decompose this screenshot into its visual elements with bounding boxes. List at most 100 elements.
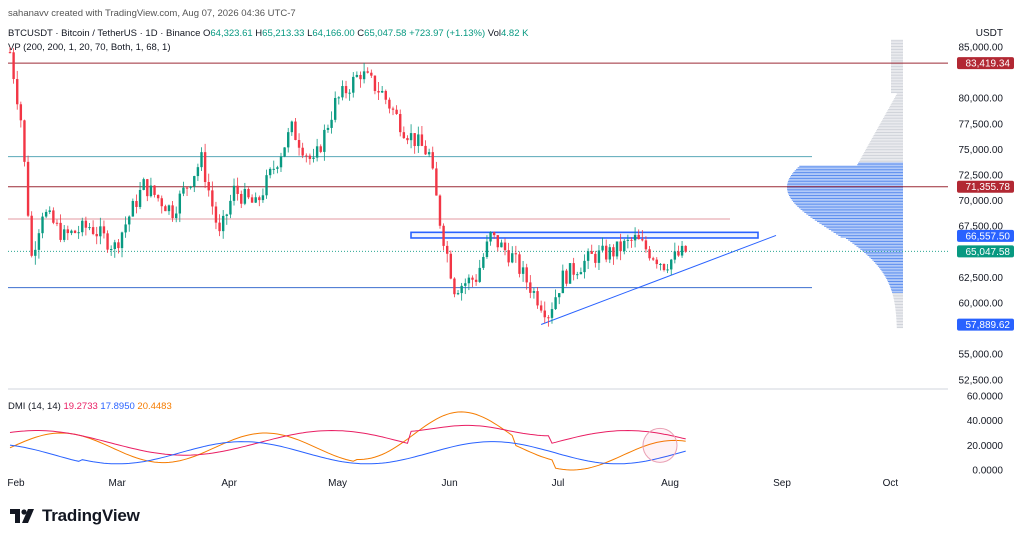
vp-legend[interactable]: VP (200, 200, 1, 20, 70, Both, 1, 68, 1) — [8, 42, 171, 53]
candle-body — [590, 251, 593, 254]
volume-profile-bar — [891, 52, 903, 54]
candle-body — [333, 97, 337, 120]
candle-body — [464, 283, 467, 286]
volume-profile-bar — [833, 231, 903, 233]
candle-body — [146, 179, 149, 197]
candle-body — [366, 71, 369, 73]
volume-profile-bar — [868, 144, 903, 146]
candle-body — [467, 277, 471, 284]
candle-body — [272, 168, 275, 170]
volume-profile-bar — [894, 304, 903, 306]
candle-body — [503, 242, 507, 251]
candle-body — [608, 247, 611, 260]
tradingview-logo[interactable]: TradingView — [10, 506, 140, 526]
volume-profile-bar — [787, 182, 903, 184]
candle-body — [294, 121, 297, 140]
volume-profile — [787, 39, 903, 329]
volume-profile-bar — [870, 141, 903, 143]
volume-profile-bar — [863, 153, 903, 155]
volume-profile-bar — [894, 300, 903, 302]
candle-body — [37, 233, 41, 250]
month-label: Mar — [109, 478, 127, 489]
candle-body — [344, 86, 348, 94]
candle-body — [117, 242, 120, 249]
volume-profile-bar — [799, 165, 903, 167]
candle-body — [377, 90, 380, 93]
candle-body — [70, 230, 73, 234]
candle-body — [485, 241, 489, 257]
volume-profile-bar — [819, 222, 903, 224]
price-axis-label: 55,000.00 — [959, 350, 1004, 361]
candle-body — [518, 254, 521, 274]
candle-body — [402, 132, 406, 139]
candle-body — [655, 259, 658, 265]
volume-profile-bar — [896, 316, 903, 318]
volume-profile-bar — [865, 253, 903, 255]
candle-body — [348, 92, 351, 94]
volume-profile-bar — [896, 327, 903, 329]
volume-profile-bar — [817, 221, 903, 223]
volume-profile-bar — [896, 317, 903, 319]
candle-body — [113, 242, 116, 250]
candle-body — [568, 263, 572, 284]
candle-body — [185, 187, 189, 189]
candle-body — [200, 152, 203, 168]
candle-body — [370, 72, 373, 76]
volume-profile-bar — [828, 228, 903, 230]
volume-profile-bar — [852, 242, 903, 244]
volume-profile-bar — [798, 207, 903, 209]
volume-profile-bar — [872, 136, 903, 138]
month-label: Jul — [552, 478, 565, 489]
volume-profile-bar — [796, 168, 903, 170]
price-axis-label: 70,000.00 — [959, 196, 1004, 207]
candle-body — [648, 249, 651, 259]
price-axis-label: 72,500.00 — [959, 171, 1004, 182]
price-axis-label: 67,500.00 — [959, 222, 1004, 233]
minus-di-value: 17.8950 — [100, 401, 135, 412]
candle-body — [641, 239, 644, 241]
volume-profile-bar — [891, 92, 903, 94]
candle-body — [500, 242, 503, 248]
candle-body — [424, 145, 427, 155]
candle-body — [539, 305, 543, 311]
month-label: Jun — [442, 478, 458, 489]
candles — [8, 46, 687, 327]
volume-profile-bar — [891, 291, 903, 293]
volume-profile-bar — [895, 95, 903, 97]
volume-profile-bar — [857, 164, 903, 166]
volume-profile-bar — [891, 73, 903, 75]
volume-profile-bar — [881, 270, 903, 272]
symbol-name[interactable]: BTCUSDT · Bitcoin / TetherUS · 1D · Bina… — [8, 28, 201, 39]
candle-body — [312, 157, 315, 159]
candle-body — [399, 114, 402, 133]
volume-profile-bar — [891, 69, 903, 71]
candle-body — [619, 241, 622, 252]
volume-profile-bar — [893, 99, 903, 101]
volume-profile-bar — [891, 70, 903, 72]
volume-profile-bar — [889, 284, 903, 286]
volume-profile-bar — [800, 208, 903, 210]
candle-body — [633, 234, 637, 241]
volume-profile-bar — [886, 112, 903, 114]
candle-body — [337, 97, 341, 99]
volume-profile-bar — [895, 311, 903, 313]
candle-body — [511, 253, 514, 263]
volume-profile-bar — [895, 305, 903, 307]
volume-profile-bar — [787, 187, 903, 189]
candle-body — [482, 256, 485, 268]
volume-profile-bar — [880, 122, 903, 124]
volume-profile-bar — [884, 274, 903, 276]
month-label: Sep — [773, 478, 791, 489]
volume-profile-bar — [891, 85, 903, 87]
candle-body — [362, 71, 366, 80]
volume-profile-bar — [867, 254, 903, 256]
plus-di-line — [9, 424, 686, 456]
volume-profile-bar — [883, 273, 903, 275]
volume-profile-bar — [891, 290, 903, 292]
price-axis-label: 52,500.00 — [959, 375, 1004, 386]
dmi-legend[interactable]: DMI (14, 14) 19.2733 17.8950 20.4483 — [8, 401, 172, 412]
volume-profile-bar — [840, 236, 903, 238]
volume-profile-bar — [865, 148, 903, 150]
candle-body — [218, 222, 221, 232]
